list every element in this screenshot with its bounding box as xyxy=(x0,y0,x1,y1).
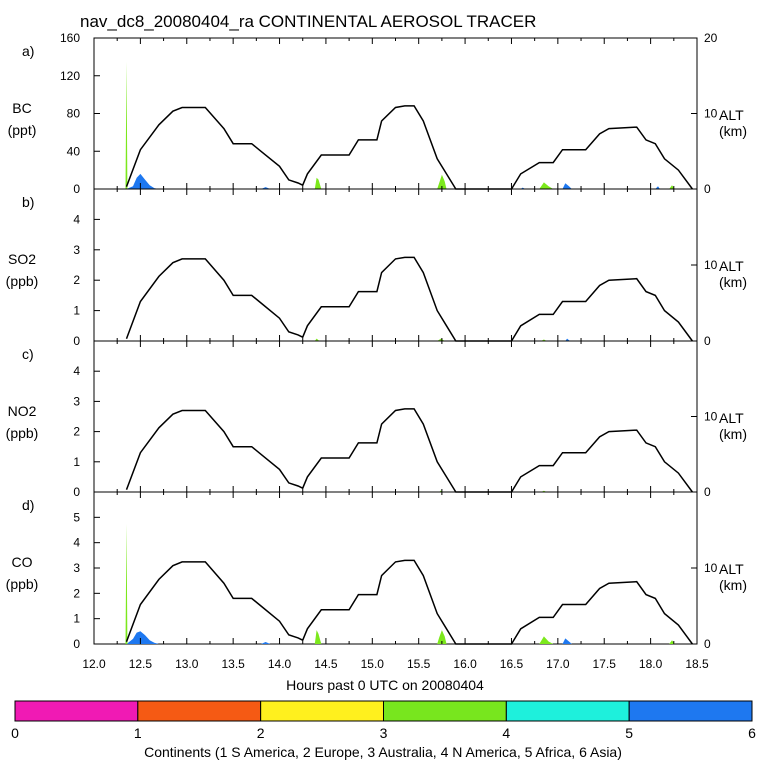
species-label: BC xyxy=(12,100,31,116)
colorbar-tick-label: 6 xyxy=(748,725,756,741)
colorbar-swatch xyxy=(14,700,139,722)
y-tick-label: 120 xyxy=(60,69,80,83)
alt-tick-label: 10 xyxy=(704,561,718,575)
species-unit: (ppb) xyxy=(6,576,39,592)
x-tick-label: 16.0 xyxy=(453,657,477,671)
colorbar-tick-label: 1 xyxy=(134,725,142,741)
y-tick-label: 5 xyxy=(73,510,80,524)
panel-4: 0 1 2 3 4 5 0 10 d) CO (ppb) ALT(km) xyxy=(6,491,747,651)
x-tick-label: 13.5 xyxy=(221,657,245,671)
x-tick-label: 14.5 xyxy=(314,657,338,671)
alt-tick-label: 20 xyxy=(704,31,718,45)
y-tick-label: 3 xyxy=(73,394,80,408)
colorbar-swatch xyxy=(137,700,262,722)
alt-tick-label: 10 xyxy=(704,258,718,272)
x-tick-label: 16.5 xyxy=(500,657,524,671)
colorbar-tick-label: 0 xyxy=(11,725,19,741)
alt-unit: (km) xyxy=(719,426,747,442)
x-tick-label: 17.5 xyxy=(593,657,617,671)
y-tick-label: 2 xyxy=(73,273,80,287)
species-label: NO2 xyxy=(8,403,37,419)
y-tick-label: 4 xyxy=(73,364,80,378)
alt-unit: (km) xyxy=(719,123,747,139)
series-asia xyxy=(565,338,570,341)
species-unit: (ppb) xyxy=(6,425,39,441)
y-tick-label: 4 xyxy=(73,212,80,226)
x-tick-label: 18.5 xyxy=(685,657,709,671)
altitude-line xyxy=(125,408,694,493)
colorbar-swatch xyxy=(505,700,630,722)
y-tick-label: 0 xyxy=(73,182,80,196)
y-tick-label: 1 xyxy=(73,304,80,318)
y-tick-label: 1 xyxy=(73,455,80,469)
altitude-line xyxy=(125,256,694,342)
colorbar: 0 1 2 3 4 5 6 xyxy=(11,700,756,741)
y-tick-label: 3 xyxy=(73,561,80,575)
y-tick-label: 0 xyxy=(73,334,80,348)
alt-unit: (km) xyxy=(719,577,747,593)
panel-2: 0 1 2 3 4 0 10 b) SO2 (ppb) ALT(km) xyxy=(6,188,747,348)
x-tick-label: 15.5 xyxy=(407,657,431,671)
alt-tick-label: 10 xyxy=(704,107,718,121)
alt-tick-label: 0 xyxy=(704,182,711,196)
y-tick-label: 4 xyxy=(73,536,80,550)
altitude-line xyxy=(125,105,694,190)
colorbar-swatch xyxy=(383,700,507,722)
figure-title: nav_dc8_20080404_ra CONTINENTAL AEROSOL … xyxy=(80,12,536,31)
alt-tick-label: 10 xyxy=(704,410,718,424)
y-tick-label: 2 xyxy=(73,425,80,439)
panel-letter: b) xyxy=(22,194,34,210)
colorbar-tick-label: 4 xyxy=(502,725,510,741)
y-tick-label: 40 xyxy=(67,144,81,158)
x-tick-label: 12.5 xyxy=(129,657,153,671)
colorbar-tick-label: 2 xyxy=(257,725,265,741)
alt-unit: (km) xyxy=(719,274,747,290)
panel-1: 0 40 80 120 160 0 10 20 a) BC (ppt) ALT(km) xyxy=(8,31,747,196)
colorbar-swatch xyxy=(260,700,384,722)
x-tick-label: 14.0 xyxy=(268,657,292,671)
x-axis-label: Hours past 0 UTC on 20080404 xyxy=(286,677,484,693)
x-tick-label: 17.0 xyxy=(546,657,570,671)
x-tick-label: 18.0 xyxy=(639,657,663,671)
altitude-line xyxy=(125,559,694,645)
species-label: SO2 xyxy=(8,251,36,267)
x-tick-label: 12.0 xyxy=(82,657,106,671)
colorbar-label: Continents (1 S America, 2 Europe, 3 Aus… xyxy=(144,744,622,760)
panel-letter: d) xyxy=(22,497,34,513)
species-label: CO xyxy=(12,554,33,570)
species-unit: (ppt) xyxy=(8,122,37,138)
y-tick-label: 3 xyxy=(73,243,80,257)
alt-label: ALT xyxy=(719,410,744,426)
alt-label: ALT xyxy=(719,258,744,274)
y-tick-label: 160 xyxy=(60,31,80,45)
panel-letter: a) xyxy=(22,43,34,59)
panel-letter: c) xyxy=(22,346,34,362)
y-tick-label: 0 xyxy=(73,637,80,651)
alt-tick-label: 0 xyxy=(704,485,711,499)
alt-tick-label: 0 xyxy=(704,637,711,651)
x-tick-label: 15.0 xyxy=(361,657,385,671)
y-tick-label: 1 xyxy=(73,612,80,626)
y-tick-label: 2 xyxy=(73,586,80,600)
alt-tick-label: 0 xyxy=(704,334,711,348)
alt-label: ALT xyxy=(719,561,744,577)
colorbar-tick-label: 3 xyxy=(380,725,388,741)
y-tick-label: 0 xyxy=(73,485,80,499)
x-tick-label: 13.0 xyxy=(175,657,199,671)
panels: 0408012016001020a)BC(ppt)ALT(km)01234010… xyxy=(6,31,747,671)
colorbar-tick-label: 5 xyxy=(625,725,633,741)
y-tick-label: 80 xyxy=(67,107,81,121)
alt-label: ALT xyxy=(719,107,744,123)
species-unit: (ppb) xyxy=(6,273,39,289)
colorbar-swatch xyxy=(628,700,753,722)
